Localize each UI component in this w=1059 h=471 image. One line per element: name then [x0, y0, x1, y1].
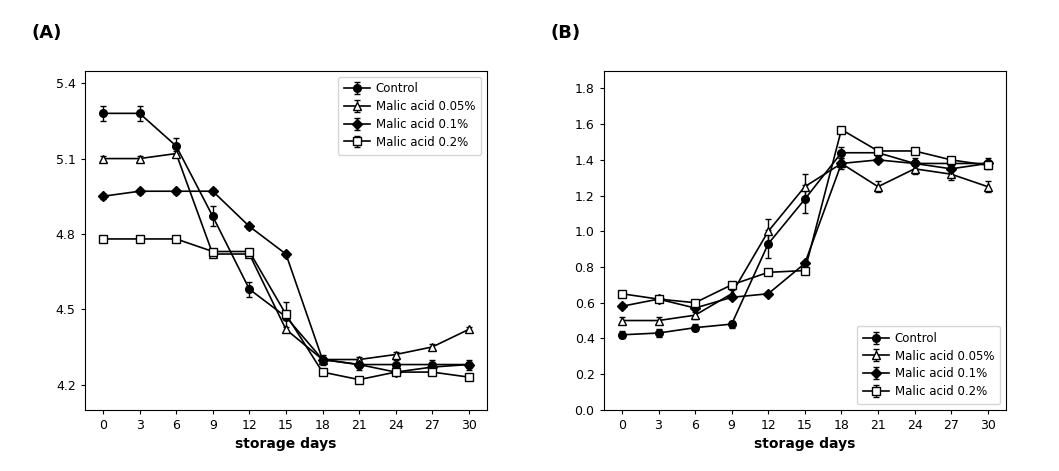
Text: (B): (B) — [551, 24, 580, 41]
Text: (A): (A) — [32, 24, 62, 41]
Legend: Control, Malic acid 0.05%, Malic acid 0.1%, Malic acid 0.2%: Control, Malic acid 0.05%, Malic acid 0.… — [338, 77, 481, 154]
X-axis label: storage days: storage days — [235, 438, 337, 451]
X-axis label: storage days: storage days — [754, 438, 856, 451]
Legend: Control, Malic acid 0.05%, Malic acid 0.1%, Malic acid 0.2%: Control, Malic acid 0.05%, Malic acid 0.… — [857, 326, 1000, 404]
